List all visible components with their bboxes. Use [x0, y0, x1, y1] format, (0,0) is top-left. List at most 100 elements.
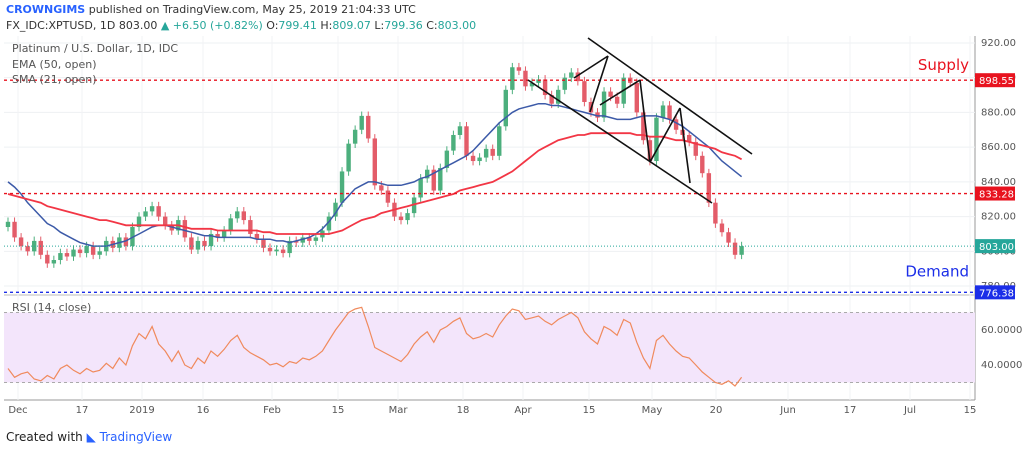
candle-body	[261, 239, 266, 248]
candle-body	[641, 112, 646, 141]
candle-body	[149, 206, 155, 212]
candle-body	[267, 247, 273, 252]
candle-body	[556, 89, 561, 104]
candle-body	[300, 237, 305, 243]
channel-trendline	[589, 55, 609, 113]
time-tick-label: 18	[457, 405, 470, 416]
candle-body	[529, 82, 535, 87]
candle-body	[398, 216, 404, 221]
candle-body	[64, 253, 70, 257]
candle-body	[84, 246, 89, 254]
price-tick-label: 820.00	[981, 212, 1016, 223]
channel-trendline	[527, 79, 713, 204]
candle-body	[431, 169, 436, 191]
candle-body	[490, 148, 495, 156]
candle-body	[12, 221, 17, 238]
candle-body	[326, 216, 332, 231]
time-tick-label: 17	[76, 405, 89, 416]
candle-body	[418, 178, 423, 198]
time-tick-label: 15	[332, 405, 345, 416]
legend-sma[interactable]: SMA (21, open)	[12, 73, 97, 86]
candle-body	[444, 150, 450, 168]
publish-header: CROWNGIMS published on TradingView.com, …	[6, 3, 1016, 16]
candle-body	[562, 77, 567, 90]
candle-body	[726, 232, 731, 243]
candle-body	[182, 220, 188, 238]
candle-body	[614, 96, 620, 104]
time-tick-label: Jul	[903, 405, 916, 416]
channel-trendline	[649, 107, 681, 163]
candle-body	[156, 206, 161, 217]
candle-body	[542, 79, 548, 96]
time-tick-label: 17	[844, 405, 857, 416]
candle-body	[143, 211, 148, 217]
level-tag	[975, 73, 1015, 88]
candle-body	[700, 155, 705, 174]
candle-body	[71, 249, 76, 257]
candle-body	[18, 237, 24, 247]
candle-body	[425, 169, 430, 179]
candle-body	[169, 225, 174, 231]
candle-body	[123, 237, 129, 247]
tradingview-logo-icon[interactable]: ◣	[86, 430, 96, 444]
candle-body	[457, 126, 463, 135]
high-value: 809.07	[332, 19, 371, 32]
time-tick-label: Jun	[779, 405, 796, 416]
last-price: 803.00	[118, 19, 158, 32]
level-tag-label: 776.38	[979, 288, 1014, 299]
candle-body	[654, 117, 659, 162]
candle-body	[51, 260, 57, 264]
zone-label: Demand	[905, 262, 969, 280]
author-name[interactable]: CROWNGIMS	[6, 3, 86, 16]
candle-body	[483, 148, 489, 158]
candle-body	[647, 140, 653, 162]
candle-body	[634, 82, 639, 113]
candle-body	[372, 138, 377, 186]
low-value: 799.36	[384, 19, 423, 32]
close-label: C:	[426, 19, 438, 32]
level-tag-label: 833.28	[979, 190, 1014, 201]
candle-body	[254, 233, 260, 240]
candle-body	[136, 216, 142, 228]
candle-body	[713, 202, 718, 224]
legend-rsi[interactable]: RSI (14, close)	[12, 301, 92, 314]
price-change: ▲ +6.50 (+0.82%)	[160, 19, 263, 32]
legend-title: Platinum / U.S. Dollar, 1D, IDC	[12, 42, 179, 55]
channel-trendline	[599, 79, 641, 106]
price-tick-label: 920.00	[981, 38, 1016, 49]
time-tick-label: 2019	[129, 405, 154, 416]
tradingview-brand[interactable]: TradingView	[99, 430, 173, 444]
legend-ema[interactable]: EMA (50, open)	[12, 58, 97, 71]
open-value: 799.41	[278, 19, 317, 32]
level-tag	[975, 186, 1015, 201]
time-tick-label: Feb	[263, 405, 281, 416]
candle-body	[667, 105, 672, 120]
candle-body	[248, 220, 253, 234]
time-tick-label: 16	[197, 405, 210, 416]
candle-body	[38, 240, 43, 255]
candle-body	[706, 173, 712, 203]
candle-body	[195, 240, 201, 250]
candle-body	[5, 221, 11, 228]
symbol-label: FX_IDC:XPTUSD, 1D	[6, 19, 116, 32]
candle-body	[208, 233, 214, 247]
candle-body	[215, 233, 220, 238]
candle-body	[45, 254, 50, 264]
symbol-header: FX_IDC:XPTUSD, 1D 803.00 ▲ +6.50 (+0.82%…	[6, 19, 1016, 32]
time-tick-label: Apr	[514, 405, 532, 416]
candle-body	[739, 246, 744, 255]
candle-body	[549, 95, 554, 104]
candle-body	[510, 67, 515, 90]
candle-body	[366, 115, 371, 139]
published-text: published on TradingView.com, May 25, 20…	[88, 3, 416, 16]
time-tick-label: Dec	[8, 405, 27, 416]
candle-body	[693, 141, 698, 156]
candle-body	[280, 249, 286, 254]
created-with-text: Created with	[6, 430, 83, 444]
candle-body	[477, 157, 482, 162]
candle-body	[687, 134, 692, 142]
candle-body	[313, 237, 319, 241]
zone-label: Supply	[918, 56, 969, 74]
candle-body	[732, 242, 738, 255]
